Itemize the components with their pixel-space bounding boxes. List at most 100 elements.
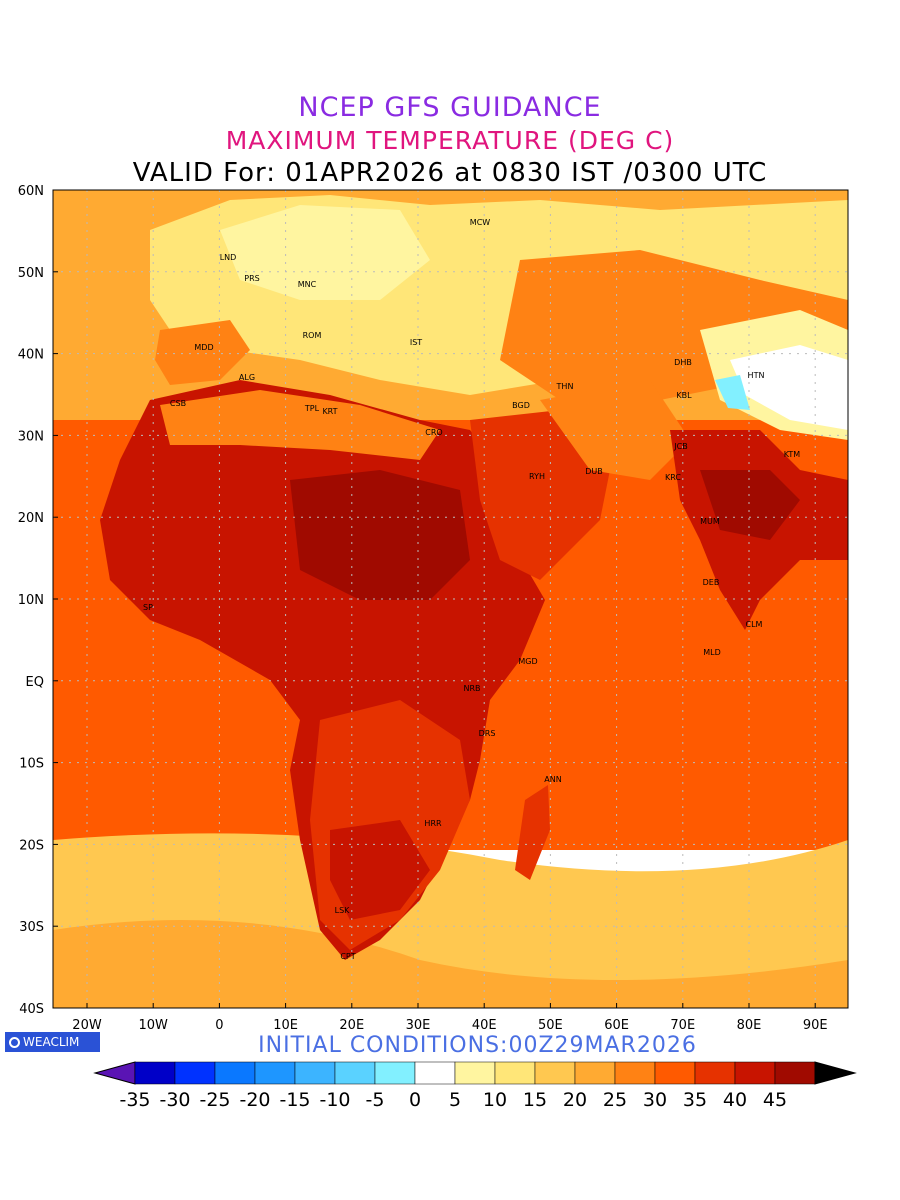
lon-label: 80E — [737, 1018, 762, 1033]
land-iran — [540, 380, 690, 480]
title-line-1: NCEP GFS GUIDANCE — [298, 92, 602, 123]
lat-label: 20S — [19, 838, 44, 853]
colorbar-swatch — [214, 1061, 256, 1085]
city-label-krc: KRC — [665, 473, 681, 482]
land-arabia — [470, 410, 610, 580]
lat-label: EQ — [26, 675, 44, 690]
lon-label: 20W — [72, 1018, 102, 1033]
city-label-ryh: RYH — [529, 472, 545, 481]
city-label-cro: CRO — [425, 428, 442, 437]
lat-label: 30N — [18, 429, 44, 444]
city-label-hrr: HRR — [424, 819, 442, 828]
logo-text: WEACLIM — [23, 1035, 80, 1049]
colorbar-swatch — [774, 1061, 816, 1085]
colorbar-label: 30 — [643, 1089, 667, 1111]
logo-icon — [9, 1037, 20, 1048]
city-label-tpl: TPL — [304, 404, 320, 413]
gridlines — [53, 190, 848, 1008]
colorbar-swatch — [614, 1061, 656, 1085]
colorbar-swatch — [534, 1061, 576, 1085]
longitude-labels: 20W 10W 0 10E 20E 30E 40E 50E 60E 70E 80E 90E — [72, 1003, 828, 1033]
city-label-jcb: JCB — [673, 442, 687, 451]
lon-label: 0 — [215, 1018, 223, 1033]
colorbar-label: -20 — [239, 1089, 270, 1111]
colorbar-label: 45 — [763, 1089, 787, 1111]
weaclim-logo: WEACLIM — [5, 1032, 100, 1052]
colorbar-swatch — [294, 1061, 336, 1085]
colorbar-swatch — [134, 1061, 176, 1085]
land-india-hottest — [700, 470, 800, 540]
colorbar-label: -25 — [199, 1089, 230, 1111]
city-label-cpt: CPT — [340, 952, 355, 961]
city-label-drs: DRS — [479, 729, 496, 738]
city-label-mld: MLD — [703, 648, 721, 657]
city-label-rom: ROM — [303, 331, 322, 340]
colorbar-label: -35 — [119, 1089, 150, 1111]
colorbar-swatch — [334, 1061, 376, 1085]
temperature-field — [53, 190, 848, 1008]
city-label-ann: ANN — [544, 775, 561, 784]
city-label-csb: CSB — [170, 399, 186, 408]
colorbar-swatch — [654, 1061, 696, 1085]
city-label-htn: HTN — [748, 371, 765, 380]
lat-label: 30S — [19, 920, 44, 935]
colorbar-label: 5 — [449, 1089, 461, 1111]
colorbar-label: 15 — [523, 1089, 547, 1111]
colorbar-label: 35 — [683, 1089, 707, 1111]
colorbar-label: -15 — [279, 1089, 310, 1111]
city-label-ist: IST — [410, 338, 422, 347]
land-himalaya-ice — [715, 375, 750, 410]
colorbar-swatch — [494, 1061, 536, 1085]
lat-label: 40N — [18, 348, 44, 363]
land-kalahari — [330, 820, 430, 920]
lon-label: 30E — [406, 1018, 431, 1033]
land-tibet-snow — [730, 345, 848, 430]
colorbar-low-arrow — [93, 1061, 136, 1085]
city-label-nrb: NRB — [463, 684, 480, 693]
city-label-lsk: LSK — [335, 906, 351, 915]
city-label-alg: ALG — [239, 373, 255, 382]
city-label-kbl: KBL — [676, 391, 692, 400]
city-label-dhb: DHB — [674, 358, 692, 367]
lon-label: 60E — [604, 1018, 629, 1033]
land-sahara-north — [160, 390, 440, 460]
land-europe-cold — [220, 205, 430, 300]
city-label-mcw: MCW — [470, 218, 490, 227]
colorbar-label: 10 — [483, 1089, 507, 1111]
city-label-prs: PRS — [244, 274, 259, 283]
city-label-deb: DEB — [703, 578, 720, 587]
city-label-ktm: KTM — [784, 450, 801, 459]
colorbar-label: 40 — [723, 1089, 747, 1111]
colorbar: -35 -30 -25 -20 -15 -10 -5 0 5 10 15 20 25 30 35 40 45 — [93, 1061, 857, 1111]
colorbar-label: -30 — [159, 1089, 190, 1111]
city-label-mgd: MGD — [518, 657, 537, 666]
colorbar-swatch — [574, 1061, 616, 1085]
colorbar-swatch — [734, 1061, 776, 1085]
colorbar-label: 20 — [563, 1089, 587, 1111]
lat-label: 20N — [18, 511, 44, 526]
city-label-lnd: LND — [220, 253, 237, 262]
lon-label: 40E — [472, 1018, 497, 1033]
city-label-clm: CLM — [746, 620, 763, 629]
city-label-krt: KRT — [322, 407, 337, 416]
city-label-bgd: BGD — [512, 401, 530, 410]
colorbar-swatch — [174, 1061, 216, 1085]
city-label-mnc: MNC — [298, 280, 317, 289]
colorbar-label: 0 — [409, 1089, 421, 1111]
city-labels: MCW LND PRS MNC MDD ROM IST ALG CSB TPL KRT CRO BGD T… — [143, 218, 800, 961]
city-label-mum: MUM — [700, 517, 720, 526]
latitude-labels: 60N 50N 40N 30N 20N 10N EQ 10S 20S 30S 40S — [18, 184, 58, 1017]
land-sahel-hottest — [290, 470, 470, 600]
city-label-sp: SP — [143, 603, 153, 612]
colorbar-swatch — [694, 1061, 736, 1085]
title-line-3: VALID For: 01APR2026 at 0830 IST /0300 U… — [132, 158, 768, 188]
colorbar-label: -5 — [366, 1089, 385, 1111]
lat-label: 60N — [18, 184, 44, 199]
lon-label: 10W — [138, 1018, 168, 1033]
lat-label: 50N — [18, 266, 44, 281]
city-label-dub: DUB — [585, 467, 603, 476]
land-madagascar — [515, 785, 550, 880]
lon-label: 50E — [538, 1018, 563, 1033]
city-label-mdd: MDD — [194, 343, 213, 352]
